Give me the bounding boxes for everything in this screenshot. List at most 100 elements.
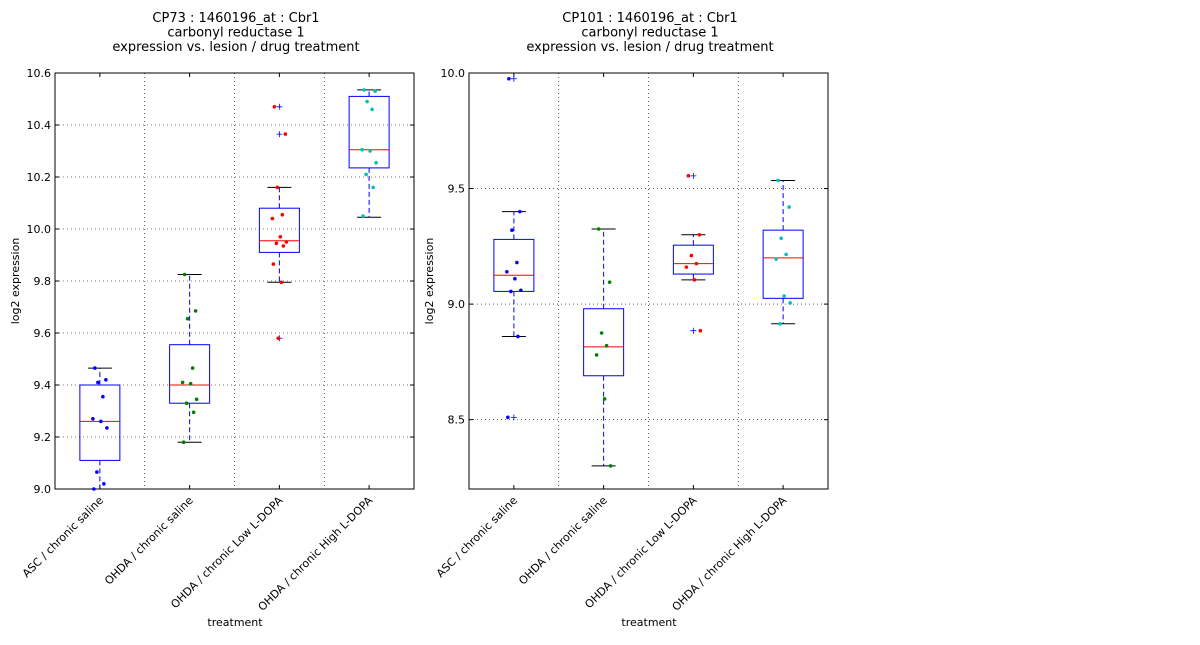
data-point: [364, 172, 368, 177]
y-axis-label: log2 expression: [9, 238, 22, 325]
data-point: [181, 440, 186, 445]
box-body: [762, 229, 804, 299]
data-point: [362, 88, 366, 92]
data-point: [190, 366, 195, 370]
data-point: [373, 89, 377, 93]
data-point: [506, 415, 510, 420]
data-point: [507, 76, 511, 81]
data-point: [182, 272, 187, 277]
chart-title-line: carbonyl reductase 1: [167, 26, 304, 41]
data-point: [194, 397, 199, 402]
data-point: [594, 353, 599, 357]
data-point: [91, 417, 95, 421]
y-tick-label: 9.8: [34, 275, 52, 288]
data-point: [93, 366, 97, 370]
data-point: [283, 132, 288, 136]
data-point: [602, 397, 607, 401]
data-point: [361, 214, 365, 218]
box-2: [583, 227, 625, 468]
data-point: [692, 278, 697, 282]
x-tick-label: ASC / chronic saline: [20, 494, 106, 580]
box-4: [348, 88, 390, 218]
data-point: [276, 336, 281, 341]
data-point: [782, 294, 786, 298]
data-point: [684, 265, 689, 269]
data-point: [281, 244, 286, 248]
box-body: [348, 95, 390, 169]
y-tick-label: 10.6: [27, 67, 52, 80]
data-point: [519, 288, 523, 293]
y-tick-label: 9.0: [34, 483, 52, 496]
data-point: [279, 280, 284, 285]
data-point: [788, 301, 792, 305]
data-point: [272, 105, 277, 109]
flier-marker: [510, 75, 517, 82]
y-tick-label: 9.4: [34, 379, 52, 392]
data-point: [365, 99, 369, 104]
chart-title-line: CP101 : 1460196_at : Cbr1: [562, 11, 737, 26]
y-tick-label: 9.6: [34, 327, 52, 340]
data-point: [599, 331, 604, 335]
data-point: [105, 426, 109, 430]
data-point: [270, 216, 275, 221]
data-point: [698, 328, 703, 333]
data-point: [516, 334, 520, 339]
data-point: [274, 241, 279, 246]
data-point: [95, 470, 99, 474]
data-point: [99, 419, 103, 424]
data-point: [374, 160, 378, 165]
data-point: [370, 107, 374, 112]
data-point: [604, 343, 609, 348]
data-point: [101, 394, 105, 399]
data-point: [184, 401, 189, 406]
y-tick-label: 10.0: [27, 223, 52, 236]
y-tick-label: 9.5: [448, 183, 466, 196]
data-point: [689, 253, 694, 258]
data-point: [360, 147, 364, 152]
data-point: [694, 261, 699, 266]
box-4: [762, 178, 804, 326]
data-point: [779, 236, 783, 241]
data-point: [787, 205, 791, 209]
data-point: [280, 212, 285, 217]
data-point: [104, 378, 108, 382]
data-point: [509, 289, 513, 294]
data-point: [180, 380, 185, 385]
flier-marker: [276, 131, 283, 138]
data-point: [513, 276, 517, 281]
x-axis-label: treatment: [207, 616, 263, 629]
data-point: [275, 185, 280, 190]
data-point: [284, 240, 289, 244]
box-body: [672, 244, 714, 275]
data-point: [607, 280, 612, 284]
data-point: [686, 174, 691, 178]
box-3: [672, 172, 714, 334]
x-axis-label: treatment: [621, 616, 677, 629]
y-tick-label: 10.0: [441, 67, 466, 80]
plot-frame: [468, 72, 829, 490]
x-tick-label: OHDA / chronic saline: [102, 494, 196, 588]
data-point: [697, 232, 702, 237]
data-point: [193, 309, 198, 313]
data-point: [371, 185, 375, 190]
box-body: [79, 384, 121, 461]
data-point: [278, 235, 283, 239]
x-tick-label: OHDA / chronic saline: [516, 494, 610, 588]
box-body: [493, 238, 535, 292]
x-tick-label: ASC / chronic saline: [434, 494, 520, 580]
box-body: [258, 207, 300, 253]
y-tick-label: 8.5: [448, 414, 466, 427]
data-point: [185, 316, 190, 321]
chart-title-line: expression vs. lesion / drug treatment: [112, 40, 359, 55]
box-body: [583, 308, 625, 377]
data-point: [191, 410, 196, 415]
data-point: [505, 269, 509, 274]
flier-marker: [510, 414, 517, 421]
data-point: [515, 260, 519, 265]
data-point: [368, 149, 372, 153]
data-point: [102, 482, 106, 486]
data-point: [784, 252, 788, 257]
flier-marker: [690, 327, 697, 334]
chart-title-line: CP73 : 1460196_at : Cbr1: [152, 11, 319, 26]
